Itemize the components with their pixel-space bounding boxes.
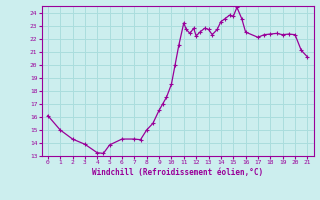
- X-axis label: Windchill (Refroidissement éolien,°C): Windchill (Refroidissement éolien,°C): [92, 168, 263, 177]
